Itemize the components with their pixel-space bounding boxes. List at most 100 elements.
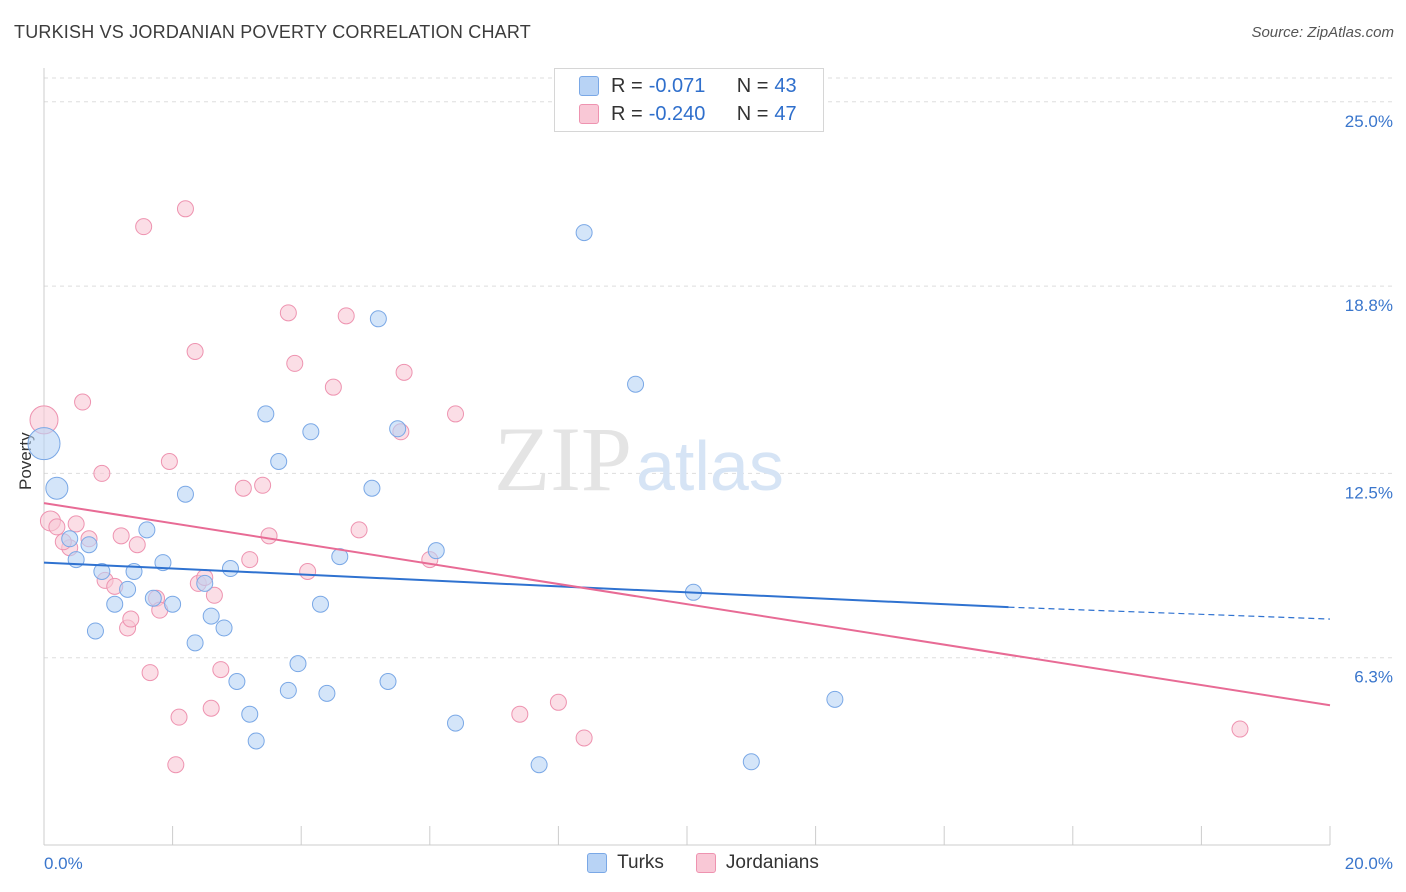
jordanians-point: [135, 218, 153, 236]
turks-trendline: [43, 561, 1009, 609]
turks-point: [164, 595, 182, 613]
turks-point: [202, 607, 220, 625]
jordanians-swatch: [695, 853, 716, 873]
jordanians-point: [254, 476, 272, 494]
legend-row-turks: R = -0.071 N = 43: [579, 73, 797, 99]
x-tick-label-min: 0.0%: [44, 854, 83, 873]
turks-point: [389, 420, 407, 438]
r-value: -0.240: [648, 102, 706, 125]
turks-point: [106, 595, 124, 613]
turks-point: [119, 580, 137, 598]
turks-point: [279, 681, 297, 699]
jordanians-point: [67, 515, 85, 533]
jordanians-point: [549, 693, 567, 711]
jordanians-point: [299, 562, 317, 580]
turks-point: [176, 485, 194, 503]
jordanians-point: [141, 664, 159, 682]
turks-point: [186, 634, 204, 652]
correlation-legend: R = -0.071 N = 43 R = -0.240 N = 47: [554, 68, 824, 132]
turks-point: [289, 655, 307, 673]
n-value: 43: [774, 74, 797, 97]
turks-point: [302, 423, 320, 441]
axis-layer: 6.3% 12.5% 18.8% 25.0% 0.0% 20.0%: [43, 68, 1393, 873]
turks-point: [241, 705, 259, 723]
turks-point: [447, 714, 465, 732]
jordanians-point: [48, 518, 66, 536]
jordanians-swatch: [579, 104, 599, 124]
turks-point: [270, 453, 288, 470]
turks-point: [247, 732, 265, 750]
x-tick-label-max: 20.0%: [1345, 854, 1393, 873]
jordanians-point: [167, 756, 185, 774]
turks-point: [144, 589, 162, 607]
turks-trendline-extension: [1008, 606, 1331, 620]
turks-point: [154, 554, 172, 572]
y-tick-label: 6.3%: [1354, 668, 1393, 687]
jordanians-point: [395, 363, 413, 381]
jordanians-trendline: [43, 502, 1331, 707]
jordanians-point: [324, 378, 342, 396]
n-value: 47: [774, 102, 797, 125]
jordanians-point: [160, 453, 178, 470]
legend-item-turks[interactable]: Turks: [587, 852, 664, 874]
points-layer: [27, 200, 1249, 774]
turks-point: [45, 476, 69, 500]
turks-point: [228, 672, 246, 690]
jordanians-point: [170, 708, 188, 726]
turks-point: [369, 310, 387, 328]
jordanians-point: [511, 705, 529, 723]
n-label: N =: [736, 102, 769, 125]
jordanians-point: [1231, 720, 1249, 738]
jordanians-point: [202, 699, 220, 717]
turks-point: [86, 622, 104, 640]
jordanians-point: [260, 527, 278, 545]
turks-point: [318, 684, 336, 702]
jordanians-point: [286, 354, 304, 372]
turks-point: [221, 560, 239, 578]
jordanians-point: [176, 200, 194, 218]
legend-row-jordanians: R = -0.240 N = 47: [579, 101, 797, 127]
r-label: R =: [611, 102, 643, 125]
chart-title: TURKISH VS JORDANIAN POVERTY CORRELATION…: [14, 22, 531, 42]
r-value: -0.071: [648, 74, 706, 97]
turks-point: [742, 753, 760, 771]
y-tick-label: 12.5%: [1345, 483, 1393, 502]
jordanians-point: [112, 527, 130, 545]
jordanians-point: [241, 551, 259, 569]
turks-point: [215, 619, 233, 637]
turks-point: [311, 595, 329, 613]
legend-label-jordanians: Jordanians: [725, 852, 819, 873]
jordanians-point: [93, 464, 111, 482]
n-label: N =: [736, 74, 769, 97]
y-tick-label: 18.8%: [1345, 296, 1393, 315]
jordanians-point: [447, 405, 465, 423]
turks-point: [80, 536, 98, 554]
jordanians-point: [279, 304, 297, 322]
turks-point: [61, 530, 79, 548]
turks-swatch: [587, 853, 608, 873]
legend-label-turks: Turks: [617, 852, 664, 873]
source-label: Source: ZipAtlas.com: [1251, 24, 1394, 41]
jordanians-point: [74, 393, 92, 411]
jordanians-point: [128, 536, 146, 554]
legend-item-jordanians[interactable]: Jordanians: [695, 852, 819, 874]
turks-point: [196, 574, 214, 592]
watermark-zip: ZIP: [494, 408, 632, 510]
turks-point: [427, 542, 445, 560]
grid-layer: [44, 77, 1392, 659]
turks-point: [257, 405, 275, 423]
r-label: R =: [611, 74, 643, 97]
jordanians-point: [205, 586, 223, 604]
jordanians-point: [186, 343, 204, 361]
turks-point: [530, 756, 548, 774]
turks-point: [627, 375, 645, 393]
jordanians-point: [234, 479, 252, 497]
turks-point: [363, 479, 381, 497]
jordanians-point: [575, 729, 593, 747]
turks-point: [93, 562, 111, 580]
watermark-atlas: atlas: [636, 427, 784, 505]
trend-layer: [43, 502, 1331, 707]
turks-point: [379, 672, 397, 690]
jordanians-point: [337, 307, 355, 325]
